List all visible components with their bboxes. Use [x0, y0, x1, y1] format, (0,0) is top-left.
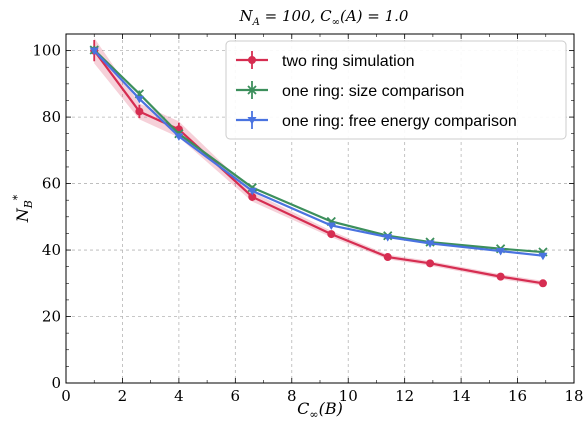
- y-tick-label: 80: [42, 108, 61, 126]
- x-tick-label: 10: [339, 387, 358, 405]
- x-tick-label: 14: [452, 387, 471, 405]
- legend-label: two ring simulation: [282, 53, 415, 70]
- x-tick-label: 8: [287, 387, 297, 405]
- data-point: [248, 56, 256, 64]
- legend: two ring simulation one ring: size compar…: [225, 40, 567, 140]
- y-tick-label: 60: [42, 175, 61, 193]
- series-1: [89, 45, 548, 257]
- data-point: [247, 85, 257, 95]
- data-point: [426, 259, 435, 268]
- x-tick-label: 16: [508, 387, 527, 405]
- legend-box: [225, 40, 567, 140]
- data-point: [425, 240, 435, 248]
- legend-label: one ring: free energy comparison: [282, 113, 517, 130]
- data-point: [383, 253, 392, 262]
- data-point: [383, 234, 393, 242]
- data-point: [248, 192, 257, 201]
- y-tick-label: 20: [42, 308, 61, 326]
- y-tick-label: 0: [51, 374, 61, 392]
- axis-ticks: 0 2 4 6 8 10 12 14 16 18 0 20 40 60 80 100: [32, 34, 584, 405]
- x-tick-label: 0: [61, 387, 71, 405]
- y-tick-label: 100: [32, 42, 61, 60]
- series-2: [89, 47, 548, 261]
- data-point: [538, 279, 547, 288]
- x-tick-label: 6: [231, 387, 241, 405]
- legend-item-2: one ring: free energy comparison: [236, 111, 517, 130]
- series-layer: [89, 39, 548, 288]
- data-point: [174, 133, 184, 141]
- x-axis-label: C∞(B): [297, 399, 343, 421]
- legend-item-1: one ring: size comparison: [236, 81, 464, 100]
- legend-label: one ring: size comparison: [282, 83, 464, 100]
- x-tick-label: 2: [118, 387, 128, 405]
- x-tick-label: 12: [395, 387, 414, 405]
- data-point: [247, 117, 257, 125]
- y-axis-label: NB*: [11, 194, 35, 223]
- legend-item-0: two ring simulation: [236, 51, 415, 70]
- chart-title: NA = 100, C∞(A) = 1.0: [239, 7, 409, 28]
- data-point: [496, 272, 505, 281]
- x-tick-label: 4: [174, 387, 184, 405]
- data-point: [135, 107, 144, 116]
- data-point: [496, 248, 506, 256]
- x-tick-label: 18: [564, 387, 583, 405]
- data-point: [538, 252, 548, 261]
- y-tick-label: 40: [42, 241, 61, 259]
- data-point: [326, 222, 336, 230]
- data-point: [89, 47, 99, 56]
- data-point: [247, 187, 257, 196]
- data-point: [327, 230, 336, 239]
- data-point: [134, 95, 144, 104]
